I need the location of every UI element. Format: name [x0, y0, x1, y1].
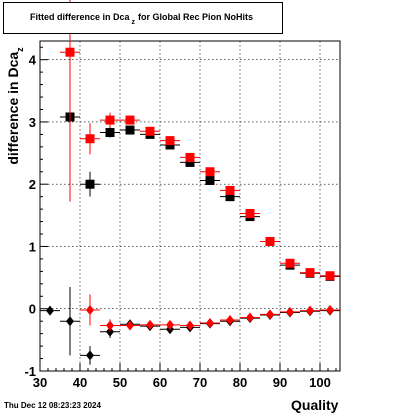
y-tick-label: 4	[29, 53, 37, 68]
y-tick-label: 1	[29, 239, 36, 254]
y-axis-label-subscript: z	[15, 47, 25, 52]
data-point-square	[65, 47, 75, 57]
y-tick-label: 0	[29, 302, 36, 317]
y-tick-label: 2	[29, 177, 36, 192]
data-point-square	[205, 175, 215, 185]
plot-frame	[39, 40, 341, 372]
chart-title: Fitted difference in Dcazfor Global Rec …	[30, 12, 254, 26]
x-tick-label: 100	[309, 375, 331, 390]
x-tick-label: 50	[113, 375, 127, 390]
data-point-square	[85, 179, 95, 189]
x-tick-label: 90	[273, 375, 287, 390]
data-point-square	[125, 115, 135, 125]
data-point-square	[205, 167, 215, 177]
y-tick-label: -1	[24, 364, 36, 379]
data-point-diamond	[146, 319, 154, 330]
data-point-square	[265, 236, 275, 246]
data-point-diamond	[286, 306, 294, 317]
data-point-square	[105, 115, 115, 125]
y-tick-label: 3	[29, 115, 36, 130]
x-tick-label: 70	[193, 375, 207, 390]
data-point-diamond	[226, 314, 234, 325]
x-tick-label: 40	[73, 375, 87, 390]
data-point-square	[85, 134, 95, 144]
data-point-diamond	[306, 305, 314, 316]
data-point-square	[225, 192, 235, 202]
x-tick-label: 30	[33, 375, 47, 390]
data-point-diamond	[46, 305, 54, 316]
data-point-square	[325, 271, 335, 281]
data-point-diamond	[266, 309, 274, 320]
data-point-diamond	[326, 304, 334, 315]
data-point-square	[125, 125, 135, 135]
x-tick-label: 60	[153, 375, 167, 390]
data-point-diamond	[86, 304, 94, 315]
y-axis-label-main: difference in Dca	[5, 51, 21, 165]
data-point-diamond	[106, 320, 114, 331]
data-point-square	[165, 136, 175, 146]
chart-title-rest: for Global Rec Pion NoHits	[138, 12, 254, 22]
date-stamp: Thu Dec 12 08:23:23 2024	[4, 401, 101, 410]
data-point-square	[285, 258, 295, 268]
data-point-diamond	[86, 350, 94, 361]
x-tick-label: 80	[233, 375, 247, 390]
chart-title-subscript: z	[131, 19, 136, 26]
data-point-diamond	[126, 320, 134, 331]
data-point-square	[145, 126, 155, 136]
data-point-square	[185, 152, 195, 162]
data-point-diamond	[246, 312, 254, 323]
data-point-diamond	[166, 319, 174, 330]
data-point-diamond	[66, 316, 74, 327]
data-point-square	[185, 157, 195, 167]
chart-title-box: Fitted difference in Dcazfor Global Rec …	[3, 2, 283, 34]
y-axis-label: difference in Dcaz	[5, 47, 25, 165]
data-point-square	[225, 185, 235, 195]
data-point-diamond	[186, 320, 194, 331]
data-point-diamond	[206, 318, 214, 329]
chart-title-main: Fitted difference in Dca	[30, 12, 130, 22]
data-point-square	[305, 268, 315, 278]
x-axis-label: Quality	[291, 397, 339, 413]
data-point-square	[105, 128, 115, 138]
data-point-square	[245, 208, 255, 218]
